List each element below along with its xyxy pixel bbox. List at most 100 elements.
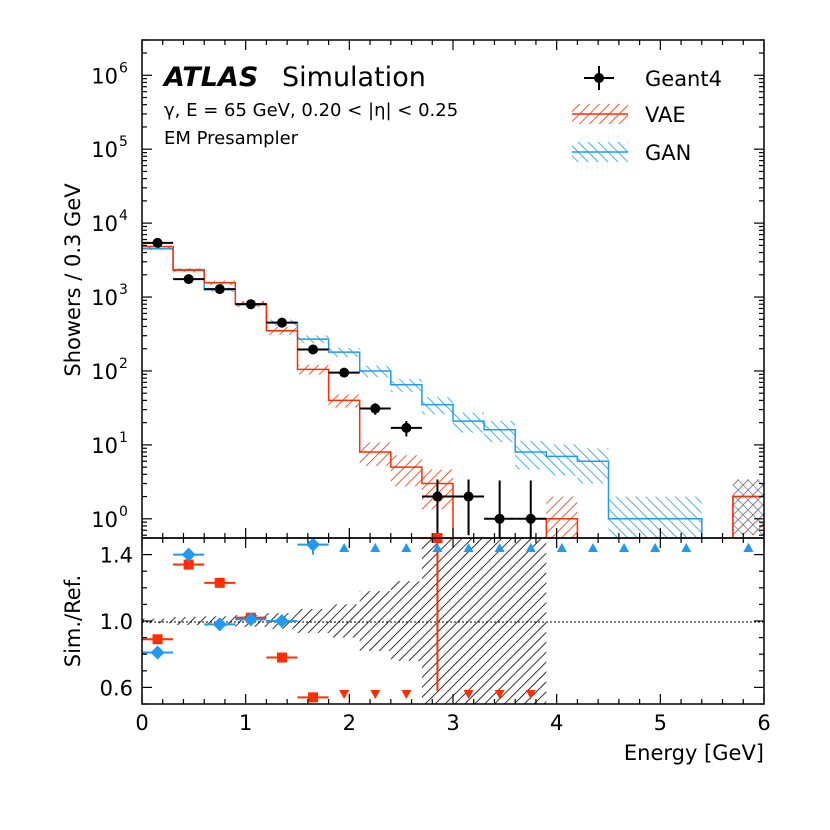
reference-band-bin (142, 618, 174, 624)
gan-ratio-point (212, 617, 227, 632)
gan-ratio-up-marker (432, 543, 443, 552)
gan-band-bin (484, 420, 516, 443)
x-tick-labels: 0 1 2 3 4 5 6 (135, 711, 770, 735)
geant4-point (525, 513, 536, 524)
gan-ratio-up-marker (587, 543, 598, 552)
geant4-point (339, 367, 350, 378)
ratio-y-tick-label: 0.6 (100, 676, 133, 700)
x-tick-label: 0 (135, 711, 148, 735)
gan-ratio-up-marker (556, 543, 567, 552)
reference-band-bin (453, 538, 485, 704)
ratio-vae-points (142, 533, 754, 703)
reference-band-bin (297, 609, 329, 633)
vae-ratio-down-marker (463, 690, 474, 699)
svg-text:VAE: VAE (645, 103, 686, 127)
geant4-point (152, 237, 163, 248)
gan-band-bin (639, 496, 671, 538)
gan-ratio-up-marker (650, 543, 661, 552)
main-panel-ticks (141, 39, 765, 538)
vae-ratio-point (152, 634, 163, 645)
gan-band-bin (608, 496, 640, 538)
reference-band-bin (359, 591, 391, 651)
vae-ratio-down-marker (401, 690, 412, 699)
vae-ratio-down-marker (339, 690, 350, 699)
gan-band-bin (421, 397, 453, 415)
gan-ratio-point (274, 614, 289, 628)
annotation-layer: EM Presampler (164, 128, 299, 149)
vae-band-bin (546, 496, 578, 538)
y-tick-label: 10 (91, 360, 118, 384)
geant4-point (494, 513, 505, 524)
legend-geant4: Geant4 (584, 66, 722, 91)
y-tick-label-exponent: 0 (119, 504, 128, 520)
reference-band-bin (515, 538, 547, 704)
gan-ratio-up-marker (525, 543, 536, 552)
gan-band-bin (515, 440, 547, 470)
vae-band-bin (359, 442, 391, 466)
legend-gan: GAN (572, 141, 691, 165)
geant4-point (183, 274, 194, 285)
gan-ratio-up-marker (370, 543, 381, 552)
y-tick-label: 10 (91, 212, 118, 236)
x-tick-label: 2 (343, 711, 356, 735)
y-tick-label-exponent: 1 (119, 430, 128, 446)
geant4-point (463, 491, 474, 502)
ratio-y-tick-label: 1.0 (100, 610, 133, 634)
geant4-point (214, 284, 225, 295)
gan-ratio-up-marker (743, 543, 754, 552)
geant4-points (142, 237, 547, 538)
y-tick-label: 10 (91, 286, 118, 310)
gan-ratio-point (306, 537, 321, 552)
vae-histogram (142, 245, 764, 538)
x-tick-label: 3 (446, 711, 459, 735)
vae-band-bin (732, 479, 764, 536)
x-axis-label: Energy [GeV] (624, 741, 764, 765)
y-tick-label-exponent: 4 (119, 208, 128, 224)
reference-uncertainty-band (142, 538, 547, 704)
x-tick-label: 1 (239, 711, 252, 735)
y-tick-label-exponent: 6 (119, 60, 128, 76)
vae-ratio-point (276, 652, 287, 663)
vae-ratio-point (214, 577, 225, 588)
y-tick-label: 10 (91, 508, 118, 532)
y-tick-label-exponent: 3 (119, 282, 128, 298)
gan-ratio-up-marker (619, 543, 630, 552)
y-axis-label-ratio: Sim./Ref. (61, 575, 85, 667)
gan-ratio-point (150, 645, 165, 660)
reference-band-bin (328, 604, 360, 638)
x-tick-label: 6 (757, 711, 770, 735)
geant4-point (370, 403, 381, 414)
geant4-point (276, 317, 287, 328)
ratio-gan-points (142, 537, 754, 660)
gan-ratio-point (181, 547, 196, 562)
gan-band-bin (546, 444, 578, 476)
y-tick-label-exponent: 5 (119, 134, 128, 150)
svg-text:GAN: GAN (645, 141, 691, 165)
svg-text:Geant4: Geant4 (645, 67, 722, 91)
y-tick-label: 10 (91, 434, 118, 458)
gan-band-bin (670, 496, 702, 538)
vae-step-line (142, 245, 764, 538)
reference-band-bin (484, 538, 516, 704)
reference-band-bin (390, 581, 422, 661)
geant4-point (245, 299, 256, 310)
y-tick-label: 10 (91, 64, 118, 88)
gan-ratio-up-marker (681, 543, 692, 552)
geant4-point (432, 491, 443, 502)
geant4-point (308, 344, 319, 355)
gan-ratio-up-marker (463, 543, 474, 552)
vae-ratio-down-marker (494, 690, 505, 699)
y-tick-label: 10 (91, 138, 118, 162)
atlas-suffix: Simulation (282, 62, 426, 93)
gan-band-bin (453, 412, 485, 433)
y-tick-label-exponent: 2 (119, 356, 128, 372)
gan-ratio-up-marker (401, 543, 412, 552)
annotation-particle: γ, E = 65 GeV, 0.20 < |η| < 0.25 (164, 100, 458, 121)
x-tick-label: 5 (654, 711, 667, 735)
reference-band-bin (173, 617, 205, 625)
gan-band-bin (577, 448, 609, 484)
ratio-panel-y-tick-labels: 0.6 1.0 1.4 (100, 544, 133, 701)
